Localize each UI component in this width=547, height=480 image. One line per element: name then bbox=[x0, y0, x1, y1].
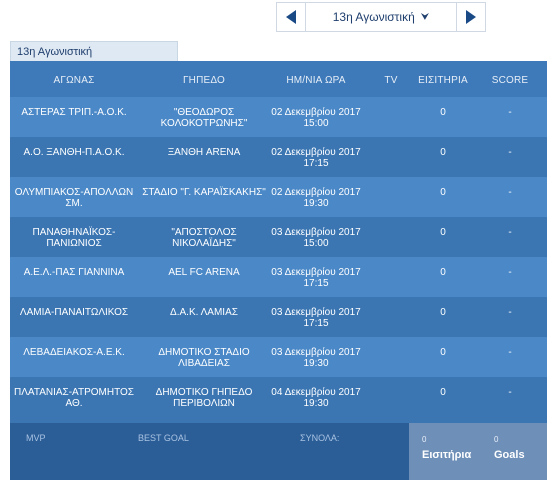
venue-cell: "ΘΕΟΔΩΡΟΣ ΚΟΛΟΚΟΤΡΩΝΗΣ" bbox=[160, 107, 248, 129]
datetime-cell: 03 Δεκεμβρίου 2017 17:15 bbox=[250, 307, 382, 329]
time-text: 19:30 bbox=[303, 198, 329, 209]
date-text: 02 Δεκεμβρίου 2017 bbox=[271, 107, 361, 118]
score-cell: - bbox=[508, 187, 512, 198]
table-row[interactable]: Α.Ε.Λ.-ΠΑΣ ΓΙΑΝΝΙΝΑ AEL FC ARENA 03 Δεκε… bbox=[10, 257, 547, 297]
match-cell: ΑΣΤΕΡΑΣ ΤΡΙΠ.-Α.Ο.Κ. bbox=[21, 107, 127, 118]
score-cell: - bbox=[508, 387, 512, 398]
table-footer: MVP BEST GOAL ΣΥΝΟΛΑ: 0 Εισιτήρια 0 Goal… bbox=[10, 423, 547, 480]
datetime-cell: 03 Δεκεμβρίου 2017 17:15 bbox=[250, 267, 382, 289]
score-cell: - bbox=[508, 267, 512, 278]
time-text: 17:15 bbox=[303, 318, 329, 329]
table-row[interactable]: Α.Ο. ΞΑΝΘΗ-Π.Α.Ο.Κ. ΞΑΝΘΗ ARENA 02 Δεκεμ… bbox=[10, 137, 547, 177]
header-score: SCORE bbox=[491, 75, 529, 86]
match-cell: Α.Ε.Λ.-ΠΑΣ ΓΙΑΝΝΙΝΑ bbox=[23, 267, 125, 278]
tickets-cell: 0 bbox=[440, 347, 446, 358]
table-row[interactable]: ΛΑΜΙΑ-ΠΑΝΑΙΤΩΛΙΚΟΣ Δ.Α.Κ. ΛΑΜΙΑΣ 03 Δεκε… bbox=[10, 297, 547, 337]
score-cell: - bbox=[508, 107, 512, 118]
date-text: 03 Δεκεμβρίου 2017 bbox=[271, 227, 361, 238]
date-text: 03 Δεκεμβρίου 2017 bbox=[271, 267, 361, 278]
datetime-cell: 02 Δεκεμβρίου 2017 19:30 bbox=[250, 187, 382, 209]
time-text: 19:30 bbox=[303, 398, 329, 409]
header-tickets: ΕΙΣΙΤΗΡΙΑ bbox=[418, 75, 468, 86]
match-cell: ΛΑΜΙΑ-ΠΑΝΑΙΤΩΛΙΚΟΣ bbox=[19, 307, 129, 318]
totals-panel: 0 Εισιτήρια 0 Goals bbox=[409, 423, 547, 480]
header-tv: TV bbox=[384, 75, 398, 86]
venue-cell: ΣΤΑΔΙΟ "Γ. ΚΑΡΑΪΣΚΑΚΗΣ" bbox=[142, 187, 266, 198]
table-row[interactable]: ΠΛΑΤΑΝΙΑΣ-ΑΤΡΟΜΗΤΟΣ ΑΘ. ΔΗΜΟΤΙΚΟ ΓΗΠΕΔΟ … bbox=[10, 377, 547, 423]
venue-cell: ΞΑΝΘΗ ARENA bbox=[167, 147, 241, 158]
mvp-label: MVP bbox=[26, 433, 46, 443]
datetime-cell: 02 Δεκεμβρίου 2017 15:00 bbox=[250, 107, 382, 129]
time-text: 19:30 bbox=[303, 358, 329, 369]
goals-total: 0 bbox=[494, 435, 499, 444]
table-header: ΑΓΩΝΑΣ ΓΗΠΕΔΟ ΗΜ/ΝΙΑ ΩΡΑ TV ΕΙΣΙΤΗΡΙΑ SC… bbox=[10, 61, 547, 97]
totals-label: ΣΥΝΟΛΑ: bbox=[300, 433, 340, 443]
previous-round-button[interactable] bbox=[276, 2, 306, 32]
tickets-cell: 0 bbox=[440, 267, 446, 278]
venue-cell: ΔΗΜΟΤΙΚΟ ΓΗΠΕΔΟ ΠΕΡΙΒΟΛΙΩΝ bbox=[155, 387, 253, 409]
fixtures-table: ΑΓΩΝΑΣ ΓΗΠΕΔΟ ΗΜ/ΝΙΑ ΩΡΑ TV ΕΙΣΙΤΗΡΙΑ SC… bbox=[10, 61, 547, 480]
header-match: ΑΓΩΝΑΣ bbox=[53, 75, 95, 86]
date-text: 02 Δεκεμβρίου 2017 bbox=[271, 147, 361, 158]
datetime-cell: 03 Δεκεμβρίου 2017 15:00 bbox=[250, 227, 382, 249]
match-cell: ΠΛΑΤΑΝΙΑΣ-ΑΤΡΟΜΗΤΟΣ ΑΘ. bbox=[14, 387, 134, 409]
match-cell: ΛΕΒΑΔΕΙΑΚΟΣ-Α.Ε.Κ. bbox=[23, 347, 125, 358]
round-navigator: 13η Αγωνιστική ⮟ bbox=[276, 2, 486, 32]
triangle-right-icon bbox=[466, 10, 476, 24]
goals-total-label: Goals bbox=[494, 449, 525, 461]
datetime-cell: 04 Δεκεμβρίου 2017 19:30 bbox=[250, 387, 382, 409]
tickets-cell: 0 bbox=[440, 227, 446, 238]
score-cell: - bbox=[508, 307, 512, 318]
match-cell: ΠΑΝΑΘΗΝΑΪΚΟΣ-ΠΑΝΙΩΝΙΟΣ bbox=[32, 227, 116, 249]
score-cell: - bbox=[508, 347, 512, 358]
tickets-total: 0 bbox=[422, 435, 427, 444]
next-round-button[interactable] bbox=[456, 2, 486, 32]
venue-cell: "ΑΠΟΣΤΟΛΟΣ ΝΙΚΟΛΑΪΔΗΣ" bbox=[171, 227, 237, 249]
table-row[interactable]: ΟΛΥΜΠΙΑΚΟΣ-ΑΠΟΛΛΩΝ ΣΜ. ΣΤΑΔΙΟ "Γ. ΚΑΡΑΪΣ… bbox=[10, 177, 547, 217]
time-text: 17:15 bbox=[303, 278, 329, 289]
table-row[interactable]: ΠΑΝΑΘΗΝΑΪΚΟΣ-ΠΑΝΙΩΝΙΟΣ "ΑΠΟΣΤΟΛΟΣ ΝΙΚΟΛΑ… bbox=[10, 217, 547, 257]
tickets-cell: 0 bbox=[440, 387, 446, 398]
score-cell: - bbox=[508, 227, 512, 238]
date-text: 02 Δεκεμβρίου 2017 bbox=[271, 187, 361, 198]
time-text: 15:00 bbox=[303, 238, 329, 249]
best-goal-label: BEST GOAL bbox=[138, 433, 189, 443]
tickets-total-label: Εισιτήρια bbox=[422, 449, 472, 461]
chevron-down-icon: ⮟ bbox=[420, 11, 430, 23]
match-cell: Α.Ο. ΞΑΝΘΗ-Π.Α.Ο.Κ. bbox=[23, 147, 125, 158]
round-select[interactable]: 13η Αγωνιστική ⮟ bbox=[306, 2, 456, 32]
datetime-cell: 02 Δεκεμβρίου 2017 17:15 bbox=[250, 147, 382, 169]
time-text: 15:00 bbox=[303, 118, 329, 129]
header-datetime: ΗΜ/ΝΙΑ ΩΡΑ bbox=[286, 75, 346, 86]
triangle-left-icon bbox=[286, 10, 296, 24]
header-venue: ΓΗΠΕΔΟ bbox=[182, 75, 226, 86]
tickets-cell: 0 bbox=[440, 147, 446, 158]
date-text: 03 Δεκεμβρίου 2017 bbox=[271, 347, 361, 358]
venue-cell: ΔΗΜΟΤΙΚΟ ΣΤΑΔΙΟ ΛΙΒΑΔΕΙΑΣ bbox=[158, 347, 250, 369]
venue-cell: Δ.Α.Κ. ΛΑΜΙΑΣ bbox=[170, 307, 238, 318]
table-row[interactable]: ΛΕΒΑΔΕΙΑΚΟΣ-Α.Ε.Κ. ΔΗΜΟΤΙΚΟ ΣΤΑΔΙΟ ΛΙΒΑΔ… bbox=[10, 337, 547, 377]
tickets-cell: 0 bbox=[440, 187, 446, 198]
datetime-cell: 03 Δεκεμβρίου 2017 19:30 bbox=[250, 347, 382, 369]
date-text: 04 Δεκεμβρίου 2017 bbox=[271, 387, 361, 398]
match-cell: ΟΛΥΜΠΙΑΚΟΣ-ΑΠΟΛΛΩΝ ΣΜ. bbox=[14, 187, 134, 209]
venue-cell: AEL FC ARENA bbox=[168, 267, 240, 278]
tickets-cell: 0 bbox=[440, 107, 446, 118]
tab-round[interactable]: 13η Αγωνιστική bbox=[10, 41, 178, 61]
table-row[interactable]: ΑΣΤΕΡΑΣ ΤΡΙΠ.-Α.Ο.Κ. "ΘΕΟΔΩΡΟΣ ΚΟΛΟΚΟΤΡΩ… bbox=[10, 97, 547, 137]
round-select-label: 13η Αγωνιστική bbox=[332, 10, 415, 24]
time-text: 17:15 bbox=[303, 158, 329, 169]
score-cell: - bbox=[508, 147, 512, 158]
tickets-cell: 0 bbox=[440, 307, 446, 318]
date-text: 03 Δεκεμβρίου 2017 bbox=[271, 307, 361, 318]
